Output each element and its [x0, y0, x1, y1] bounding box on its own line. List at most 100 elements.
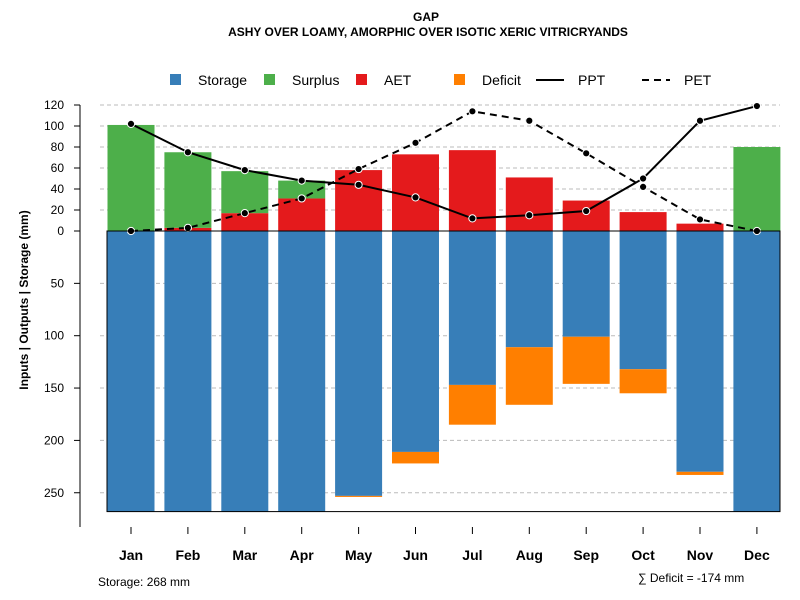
y-tick-label: 50	[51, 276, 65, 290]
x-tick-label-may: May	[345, 547, 372, 563]
bar-surplus	[107, 124, 155, 231]
bar-storage	[619, 231, 667, 370]
bar-aet	[392, 154, 439, 231]
ppt-point	[525, 211, 534, 220]
bar-surplus	[733, 147, 781, 231]
bar-deficit	[448, 384, 496, 425]
legend-label-ppt: PPT	[578, 72, 606, 88]
y-tick-label: 120	[44, 98, 64, 112]
y-tick-label: 20	[51, 203, 65, 217]
pet-point	[240, 209, 249, 218]
y-tick-label: 100	[44, 119, 64, 133]
pet-point	[582, 149, 591, 158]
ppt-point	[468, 214, 477, 223]
x-tick-label-feb: Feb	[175, 547, 200, 563]
bar-aet	[676, 223, 724, 231]
bar-storage	[505, 231, 553, 348]
chart-title: GAP	[413, 10, 439, 24]
grid-lines	[100, 104, 780, 494]
y-tick-label: 100	[44, 329, 64, 343]
pet-point	[639, 182, 648, 191]
bar-storage	[107, 231, 155, 512]
storage-note: Storage: 268 mm	[98, 575, 190, 589]
x-tick-label-jan: Jan	[119, 547, 143, 563]
x-tick-label-jun: Jun	[403, 547, 428, 563]
bar-deficit	[505, 347, 553, 405]
ppt-point	[297, 176, 306, 185]
x-tick-label-apr: Apr	[290, 547, 315, 563]
ppt-point	[582, 206, 591, 216]
bar-storage	[221, 231, 269, 512]
ppt-point	[240, 166, 249, 175]
bar-storage	[392, 231, 439, 452]
ppt-point	[183, 148, 192, 157]
bar-deficit	[392, 451, 439, 464]
bars	[107, 124, 781, 512]
y-tick-label: 60	[51, 161, 65, 175]
legend-swatch-aet	[356, 74, 367, 85]
bar-deficit	[335, 495, 383, 497]
bar-storage	[335, 231, 383, 496]
legend-label-surplus: Surplus	[292, 72, 339, 88]
ppt-point	[354, 180, 363, 189]
ppt-point	[752, 101, 762, 111]
pet-line	[130, 110, 758, 232]
legend-swatch-deficit	[454, 74, 465, 85]
y-tick-label: 250	[44, 486, 64, 500]
legend-label-pet: PET	[684, 72, 712, 88]
pet-point	[411, 138, 420, 147]
x-tick-label-nov: Nov	[687, 547, 714, 563]
ppt-line	[130, 105, 758, 220]
bar-surplus	[164, 152, 212, 228]
storage-frame	[106, 230, 781, 513]
pet-point	[468, 107, 477, 116]
pet-point	[297, 194, 306, 203]
bar-aet	[505, 177, 553, 231]
y-tick-label: 200	[44, 433, 64, 447]
pet-point	[183, 223, 192, 232]
bar-storage	[278, 231, 326, 512]
bar-storage	[733, 231, 781, 512]
bar-aet	[335, 170, 383, 231]
ppt-point	[695, 116, 705, 125]
legend-label-storage: Storage	[198, 72, 247, 88]
pet-point	[525, 116, 534, 125]
bar-deficit	[619, 369, 667, 394]
ppt-point	[126, 119, 136, 129]
bar-aet	[619, 212, 667, 231]
y-axis-label: Inputs | Outputs | Storage (mm)	[17, 210, 31, 389]
y-tick-label: 150	[44, 381, 64, 395]
legend-label-deficit: Deficit	[482, 72, 521, 88]
legend-swatch-storage	[170, 74, 181, 85]
bar-surplus	[278, 180, 326, 199]
bar-deficit	[562, 336, 610, 384]
pet-point	[354, 164, 363, 174]
ppt-point	[411, 193, 420, 202]
y-tick-label: 0	[57, 224, 64, 238]
bar-aet	[221, 213, 269, 231]
y-tick-label: 40	[51, 182, 65, 196]
y-tick-label: 80	[51, 140, 65, 154]
deficit-note: ∑ Deficit = -174 mm	[638, 571, 744, 585]
ppt-point	[639, 174, 648, 183]
bar-surplus	[221, 171, 269, 214]
legend: Storage Surplus AET Deficit PPT PET	[170, 72, 712, 88]
bar-storage	[562, 231, 610, 337]
bar-storage	[448, 231, 496, 385]
bar-aet	[562, 200, 610, 231]
x-tick-label-dec: Dec	[744, 547, 770, 563]
lines	[126, 101, 762, 236]
legend-swatch-surplus	[264, 74, 275, 85]
bar-storage	[676, 231, 724, 472]
x-tick-label-sep: Sep	[573, 547, 599, 563]
legend-label-aet: AET	[384, 72, 412, 88]
bar-deficit	[676, 471, 724, 475]
bar-storage	[164, 231, 212, 512]
x-tick-label-jul: Jul	[462, 547, 482, 563]
chart-subtitle: ASHY OVER LOAMY, AMORPHIC OVER ISOTIC XE…	[228, 25, 628, 39]
x-tick-label-mar: Mar	[232, 547, 257, 563]
x-tick-label-oct: Oct	[631, 547, 655, 563]
x-tick-label-aug: Aug	[516, 547, 543, 563]
